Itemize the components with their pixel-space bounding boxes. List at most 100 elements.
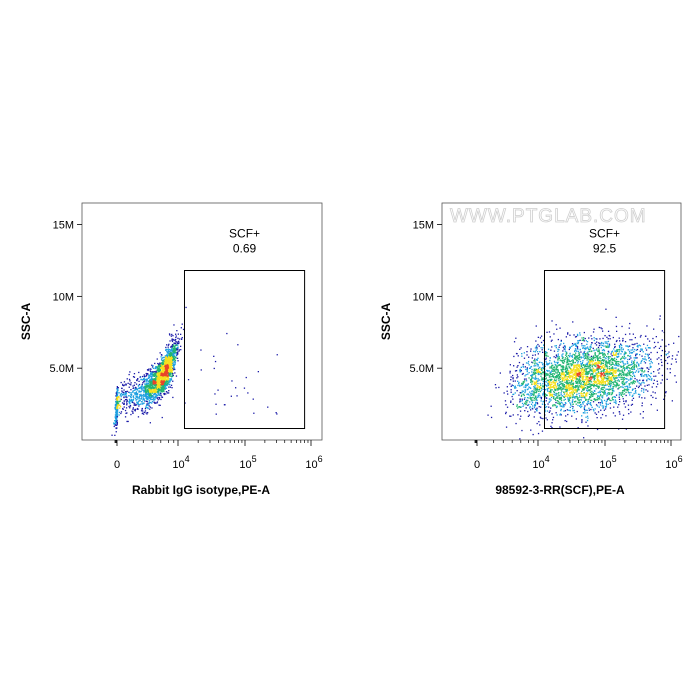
event-dot xyxy=(136,393,138,396)
event-dot xyxy=(577,380,579,382)
event-dot xyxy=(583,331,585,334)
event-dot xyxy=(557,400,559,402)
event-dot xyxy=(583,358,586,360)
event-dot xyxy=(554,398,556,400)
event-dot xyxy=(570,369,572,372)
event-dot xyxy=(531,394,533,396)
event-dot xyxy=(172,338,174,340)
event-dot xyxy=(168,361,170,363)
event-dot xyxy=(642,351,644,353)
event-dot xyxy=(531,401,534,404)
event-dot xyxy=(557,395,559,397)
event-dot xyxy=(172,380,174,382)
event-dot xyxy=(173,350,175,352)
event-dot xyxy=(172,335,174,337)
event-dot xyxy=(615,316,617,318)
event-dot xyxy=(582,352,584,355)
event-dot xyxy=(601,359,603,361)
event-dot xyxy=(534,386,536,389)
event-dot xyxy=(147,383,149,385)
event-dot xyxy=(623,379,625,381)
event-dot xyxy=(547,403,549,405)
event-dot xyxy=(622,398,624,400)
event-dot xyxy=(553,366,555,369)
event-dot xyxy=(535,346,537,348)
event-dot xyxy=(616,377,619,379)
event-dot xyxy=(171,333,173,336)
event-dot xyxy=(551,413,553,415)
event-dot xyxy=(612,368,614,370)
event-dot xyxy=(149,386,151,388)
event-dot xyxy=(506,386,508,388)
event-dot xyxy=(160,388,163,390)
event-dot xyxy=(158,378,160,381)
event-dot xyxy=(171,361,173,363)
event-dot xyxy=(541,378,543,380)
event-dot xyxy=(530,429,532,431)
event-dot xyxy=(165,380,168,382)
event-dot xyxy=(120,392,123,394)
event-dot xyxy=(526,351,528,353)
event-dot xyxy=(564,377,566,379)
event-dot xyxy=(555,372,557,374)
event-dot xyxy=(579,359,581,361)
event-dot xyxy=(628,392,630,394)
event-dot xyxy=(534,405,536,407)
event-dot xyxy=(569,382,571,384)
event-dot xyxy=(579,376,582,378)
event-dot xyxy=(629,355,632,357)
event-dot xyxy=(162,370,165,372)
event-dot xyxy=(581,372,584,374)
event-dot xyxy=(151,401,154,403)
event-dot xyxy=(606,371,608,373)
event-dot xyxy=(628,388,630,391)
event-dot xyxy=(116,411,118,413)
event-dot xyxy=(589,362,591,365)
event-dot xyxy=(523,394,525,397)
event-dot xyxy=(231,380,233,382)
event-dot xyxy=(557,359,559,361)
event-dot xyxy=(527,383,529,385)
event-dot xyxy=(572,385,574,388)
event-dot xyxy=(546,389,549,391)
event-dot xyxy=(601,373,603,375)
x-tick-label: 105 xyxy=(239,454,256,471)
event-dot xyxy=(586,371,588,374)
event-dot xyxy=(571,400,574,402)
event-dot xyxy=(626,345,628,347)
event-dot xyxy=(140,403,142,405)
x-tick-label: 0 xyxy=(114,459,120,471)
event-dot xyxy=(168,370,170,372)
event-dot xyxy=(577,404,579,407)
event-dot xyxy=(149,387,151,390)
event-dot xyxy=(136,379,138,381)
event-dot xyxy=(653,371,655,373)
event-dot xyxy=(175,341,177,343)
event-dot xyxy=(566,368,569,370)
event-dot xyxy=(140,398,143,400)
event-dot xyxy=(534,375,537,377)
event-dot xyxy=(526,368,529,370)
event-dot xyxy=(132,391,134,393)
event-dot xyxy=(595,374,597,376)
event-dot xyxy=(115,404,118,406)
event-dot xyxy=(135,391,138,393)
event-dot xyxy=(591,359,593,361)
event-dot xyxy=(597,355,599,357)
event-dot xyxy=(638,382,640,384)
event-dot xyxy=(151,396,154,398)
event-dot xyxy=(633,348,636,351)
event-dot xyxy=(570,363,573,365)
event-dot xyxy=(144,399,146,402)
event-dot xyxy=(116,399,119,401)
event-dot xyxy=(570,387,572,389)
event-dot xyxy=(566,377,568,380)
event-dot xyxy=(165,365,168,367)
event-dot xyxy=(653,375,655,377)
event-dot xyxy=(606,384,608,386)
event-dot xyxy=(172,368,175,371)
event-dot xyxy=(587,425,589,427)
event-dot xyxy=(564,375,567,377)
event-dot xyxy=(603,387,606,389)
event-dot xyxy=(588,350,590,353)
